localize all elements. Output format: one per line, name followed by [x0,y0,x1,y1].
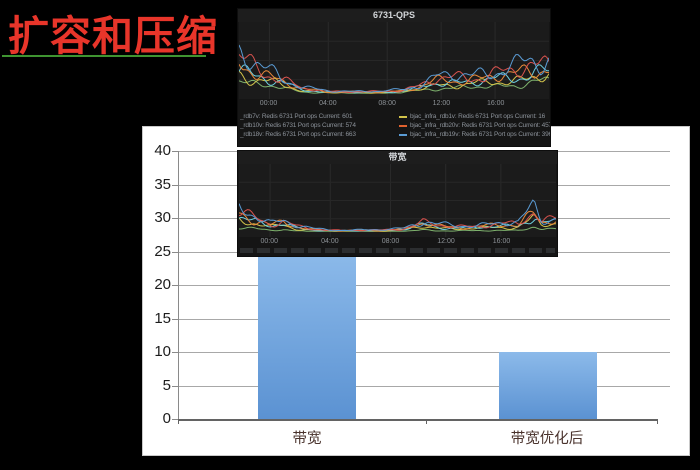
y-axis-tick [172,184,178,186]
series-line-red [239,209,556,232]
grafana-qps-xaxis: 00:00 04:00 08:00 12:00 16:00 [238,99,550,109]
slide-title: 扩容和压缩 [8,13,218,59]
grafana-bandwidth-title: 带宽 [238,151,557,164]
legend-row: _rdb18v: Redis 6731 Port ops Current: 66… [240,130,550,139]
legend-item: _rdb10v: Redis 6731 Port ops Current: 57… [240,122,398,129]
category-label: 带宽优化后 [510,431,584,447]
series-line-green [239,226,556,232]
legend-text: bjac_infra_rdb20v: Redis 6731 Port ops C… [410,122,550,129]
legend-marker [399,115,407,118]
bar-带宽 [258,251,356,419]
bar-带宽优化后 [499,352,597,419]
y-axis-tick [172,285,178,286]
y-axis-label: 25 [154,242,171,260]
y-axis-tick [172,385,178,387]
legend-item: bjac_infra_rdb20v: Redis 6731 Port ops C… [398,122,550,129]
grid-hline [178,352,670,353]
legend-marker [399,133,407,136]
series-line-red [239,54,549,94]
x-tick-label: 08:00 [381,238,400,245]
x-tick-label: 08:00 [378,100,396,107]
x-axis-line [178,419,657,421]
legend-text: _rdb7v: Redis 6731 Port ops Current: 601 [240,113,353,120]
y-axis-label: 30 [154,209,171,226]
legend-text: bjac_infra_rdb1v: Redis 6731 Port ops Cu… [410,113,546,120]
y-axis-label: 40 [154,142,171,159]
grafana-qps-title: 6731-QPS [238,9,550,22]
x-tick-label: 00:00 [260,238,279,245]
legend-row: _rdb10v: Redis 6731 Port ops Current: 57… [240,121,550,130]
legend-marker [399,124,407,127]
x-tick-label: 12:00 [432,100,451,107]
y-axis-line [178,151,179,419]
grid-hline [178,285,670,286]
series-line-orange [239,210,556,232]
y-axis-label: 0 [162,410,171,427]
x-tick-label: 16:00 [492,238,511,245]
y-axis-tick [172,151,178,152]
category-label: 带宽 [292,431,322,447]
legend-text: bjac_infra_rdb19v: Redis 6731 Port ops C… [410,131,550,138]
y-axis-label: 10 [154,343,171,360]
legend-text: _rdb10v: Redis 6731 Port ops Current: 57… [240,122,356,129]
line-chart-svg [239,164,556,237]
x-tick-label: 04:00 [321,238,339,245]
y-axis-tick [172,218,178,219]
legend-item: bjac_infra_rdb1v: Redis 6731 Port ops Cu… [398,113,550,120]
y-axis-label: 15 [154,309,171,327]
x-axis-tick [178,419,179,424]
x-tick-label: 04:00 [319,100,337,107]
y-axis-tick [172,419,178,420]
series-line-blue [239,44,549,93]
series-line-cyan [239,64,549,94]
legend-item: _rdb7v: Redis 6731 Port ops Current: 601 [240,113,398,120]
grafana-bandwidth-plot [239,164,556,237]
series-line-blue [239,199,556,232]
grafana-qps-legend: _rdb7v: Redis 6731 Port ops Current: 601… [238,109,550,139]
grafana-bandwidth-clipped-legend [240,248,555,253]
grid-hline [178,385,670,387]
y-axis-label: 35 [154,175,171,193]
x-axis-tick [657,419,658,424]
y-axis-tick [172,251,178,253]
grafana-panel-bandwidth: 带宽 00:00 04:00 08:00 12:00 16:00 [237,150,558,257]
x-tick-label: 16:00 [486,100,505,107]
legend-text: _rdb18v: Redis 6731 Port ops Current: 66… [240,131,356,138]
y-axis-tick [172,318,178,320]
grafana-bandwidth-xaxis: 00:00 04:00 08:00 12:00 16:00 [238,237,557,247]
grafana-panel-qps: 6731-QPS 00:00 04:00 08:00 12:00 16:00 _rdb7… [237,8,551,147]
y-axis-tick [172,352,178,353]
grafana-qps-plot [239,22,549,99]
x-tick-label: 00:00 [259,100,278,107]
title-underline [2,55,206,57]
y-axis-label: 20 [154,276,171,293]
grid-hline [178,318,670,320]
y-axis-label: 5 [162,376,171,394]
x-tick-label: 12:00 [437,238,455,245]
legend-row: _rdb7v: Redis 6731 Port ops Current: 601… [240,112,550,121]
legend-item: _rdb18v: Redis 6731 Port ops Current: 66… [240,131,398,138]
x-axis-tick [426,419,427,424]
legend-item: bjac_infra_rdb19v: Redis 6731 Port ops C… [398,131,550,138]
line-chart-svg [239,22,549,99]
